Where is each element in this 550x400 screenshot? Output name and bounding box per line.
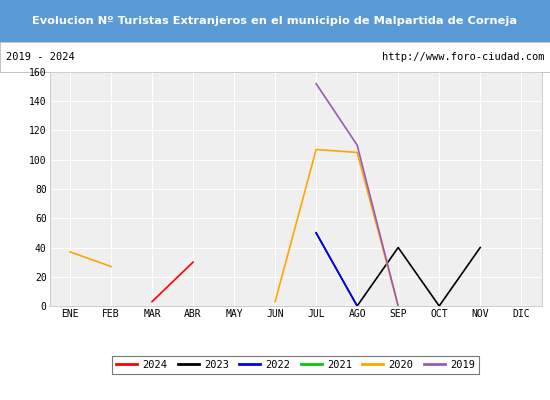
Text: 2019 - 2024: 2019 - 2024: [6, 52, 74, 62]
Text: Evolucion Nº Turistas Extranjeros en el municipio de Malpartida de Corneja: Evolucion Nº Turistas Extranjeros en el …: [32, 16, 518, 26]
Text: http://www.foro-ciudad.com: http://www.foro-ciudad.com: [382, 52, 544, 62]
Legend: 2024, 2023, 2022, 2021, 2020, 2019: 2024, 2023, 2022, 2021, 2020, 2019: [112, 356, 479, 374]
